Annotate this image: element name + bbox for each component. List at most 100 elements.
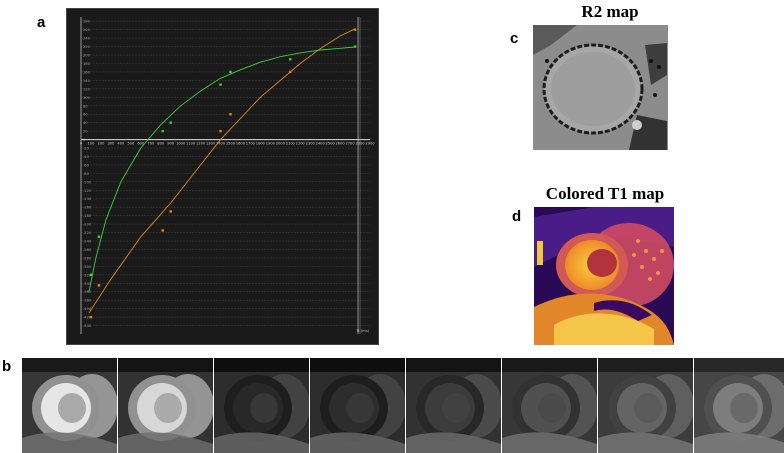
y-tick-label: -260	[83, 248, 92, 252]
t1-recovery-plot: 280260240220200180160140120100806040200-…	[66, 8, 379, 345]
x-tick-label: 1400	[216, 142, 226, 146]
strip-frame	[502, 358, 597, 453]
strip-frame	[598, 358, 693, 453]
x-tick-label: 1500	[226, 142, 236, 146]
y-tick-label: -80	[83, 172, 90, 176]
x-tick-label: 300	[107, 142, 115, 146]
x-tick-label: 600	[137, 142, 145, 146]
y-tick-label: 120	[83, 87, 91, 91]
series-1-point	[219, 129, 222, 133]
y-tick-label: -220	[83, 231, 92, 235]
x-tick-label: 2900	[365, 142, 375, 146]
series-1-point	[229, 113, 232, 116]
series-0-point	[353, 45, 357, 48]
y-tick-label: -240	[83, 240, 92, 244]
panel-label-d: d	[512, 208, 522, 225]
strip-frame-svg	[598, 358, 693, 453]
r2-map-title: R2 map	[581, 2, 639, 21]
panel-label-a: a	[37, 14, 46, 31]
y-tick-label: 140	[83, 79, 91, 83]
series-0-point	[169, 121, 172, 124]
r2-map-image	[533, 25, 668, 150]
y-tick-label: -360	[83, 290, 92, 294]
y-tick-label: -380	[83, 299, 92, 303]
series-1-point	[89, 315, 93, 319]
y-tick-label: -140	[83, 197, 92, 201]
x-tick-label: 500	[127, 142, 135, 146]
y-tick-label: 100	[83, 96, 91, 100]
strip-frame-svg	[694, 358, 784, 453]
x-tick-label: 1000	[176, 142, 186, 146]
x-tick-label: 2700	[345, 142, 355, 146]
y-tick-label: -300	[83, 265, 92, 269]
series-0-point	[161, 129, 164, 133]
y-tick-label: -180	[83, 214, 92, 218]
x-tick-label: 800	[157, 142, 165, 146]
y-tick-label: -420	[83, 316, 92, 320]
plot-canvas: 280260240220200180160140120100806040200-…	[80, 17, 375, 334]
series-0-fit-curve	[88, 46, 356, 292]
panel-label-c: c	[510, 30, 519, 47]
y-tick-label: -320	[83, 273, 92, 277]
x-tick-label: 2500	[326, 142, 336, 146]
strip-frame-svg	[118, 358, 213, 453]
y-tick-label: 260	[83, 28, 91, 32]
y-tick-label: -400	[83, 307, 92, 311]
strip-frame-svg	[214, 358, 309, 453]
panel-label-b: b	[2, 358, 12, 375]
y-tick-label: 240	[83, 37, 91, 41]
y-tick-label: 220	[83, 45, 91, 49]
y-tick-label: -160	[83, 206, 92, 210]
y-tick-label: -60	[83, 163, 90, 167]
x-tick-label: 1900	[266, 142, 276, 146]
series-0-point	[219, 83, 222, 86]
series-1-fit-curve	[88, 28, 356, 314]
y-tick-label: -280	[83, 256, 92, 260]
series-1-point	[161, 229, 164, 232]
strip-frame-svg	[502, 358, 597, 453]
strip-frame-svg	[406, 358, 501, 453]
series-1-point	[353, 28, 357, 31]
x-tick-label: 2400	[316, 142, 326, 146]
y-tick-label: 80	[83, 104, 88, 108]
strip-frame	[214, 358, 309, 453]
r2-map-svg	[533, 25, 668, 150]
x-tick-label: 900	[167, 142, 175, 146]
y-tick-label: -340	[83, 282, 92, 286]
x-tick-label: 2200	[296, 142, 306, 146]
series-1-point	[169, 210, 172, 213]
x-tick-label: 0	[80, 142, 83, 146]
y-tick-label: 180	[83, 62, 91, 66]
strip-frame	[310, 358, 405, 453]
y-tick-label: 200	[83, 54, 91, 58]
x-tick-label: 1200	[196, 142, 206, 146]
strip-frame-svg	[22, 358, 117, 453]
x-tick-label: 2300	[306, 142, 316, 146]
y-tick-label: -440	[83, 324, 92, 328]
colored-t1-map-title: Colored T1 map	[545, 184, 665, 203]
series-0-point	[89, 273, 93, 277]
x-tick-label: 400	[117, 142, 125, 146]
series-0-point	[289, 58, 292, 61]
t1-map-svg	[534, 207, 674, 345]
series-1-point	[97, 284, 101, 287]
x-tick-label: 2600	[336, 142, 346, 146]
x-tick-label: 100	[88, 142, 96, 146]
unit-label: TI (ms)	[355, 328, 370, 333]
y-tick-label: 40	[83, 121, 88, 125]
x-tick-label: 1800	[256, 142, 266, 146]
x-tick-label: 1300	[206, 142, 216, 146]
series-0-point	[97, 235, 101, 238]
y-tick-label: 60	[83, 113, 88, 117]
x-tick-label: 2000	[276, 142, 286, 146]
strip-frame	[406, 358, 501, 453]
y-tick-label: -20	[83, 147, 90, 151]
x-tick-label: 200	[98, 142, 106, 146]
strip-frame-svg	[310, 358, 405, 453]
strip-frame	[22, 358, 117, 453]
y-tick-label: -120	[83, 189, 92, 193]
y-tick-label: -40	[83, 155, 90, 159]
x-tick-label: 2800	[355, 142, 365, 146]
series-0-point	[229, 70, 232, 74]
x-tick-label: 1100	[186, 142, 196, 146]
